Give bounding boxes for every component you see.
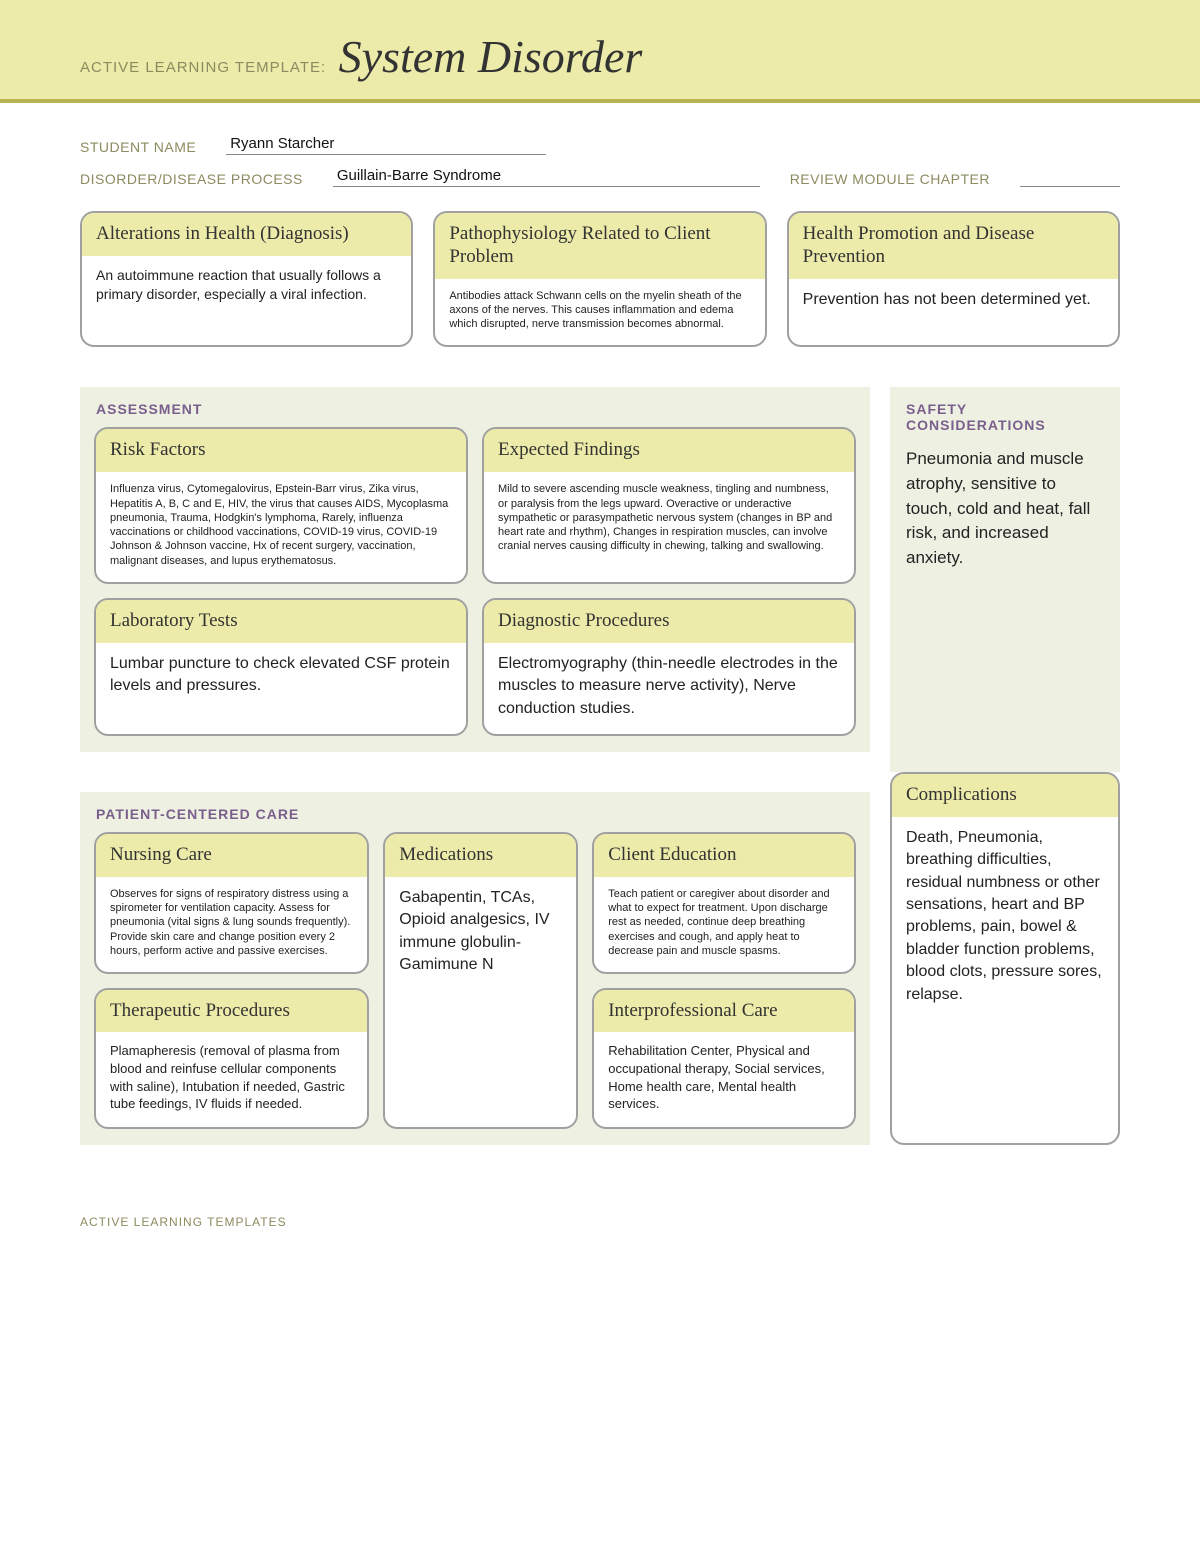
card-complications: Complications Death, Pneumonia, breathin… xyxy=(890,772,1120,1145)
card-nursing-body: Observes for signs of respiratory distre… xyxy=(96,877,367,972)
disorder-value: Guillain-Barre Syndrome xyxy=(333,167,760,187)
top-banner: ACTIVE LEARNING TEMPLATE: System Disorde… xyxy=(0,0,1200,103)
card-labs-title: Laboratory Tests xyxy=(96,600,466,643)
student-value: Ryann Starcher xyxy=(226,135,546,155)
assessment-title: ASSESSMENT xyxy=(96,401,854,417)
pc-col-2: Medications Gabapentin, TCAs, Opioid ana… xyxy=(383,832,578,1129)
card-therap-body: Plamapheresis (removal of plasma from bl… xyxy=(96,1032,367,1126)
review-value xyxy=(1020,169,1120,187)
assessment-grid: Risk Factors Influenza virus, Cytomegalo… xyxy=(94,427,856,736)
review-label: REVIEW MODULE CHAPTER xyxy=(790,171,990,187)
patient-care-title: PATIENT-CENTERED CARE xyxy=(96,806,854,822)
assessment-section: ASSESSMENT Risk Factors Influenza virus,… xyxy=(80,387,870,752)
content: STUDENT NAME Ryann Starcher DISORDER/DIS… xyxy=(0,103,1200,1185)
patient-care-section: PATIENT-CENTERED CARE Nursing Care Obser… xyxy=(80,792,870,1145)
card-diag-title: Diagnostic Procedures xyxy=(484,600,854,643)
card-risk: Risk Factors Influenza virus, Cytomegalo… xyxy=(94,427,468,584)
card-health-promo: Health Promotion and Disease Prevention … xyxy=(787,211,1120,347)
card-meds-title: Medications xyxy=(385,834,576,877)
assessment-col: ASSESSMENT Risk Factors Influenza virus,… xyxy=(80,367,870,752)
top-cards-row: Alterations in Health (Diagnosis) An aut… xyxy=(80,211,1120,347)
disorder-row: DISORDER/DISEASE PROCESS Guillain-Barre … xyxy=(80,167,1120,187)
card-health-promo-body: Prevention has not been determined yet. xyxy=(789,279,1118,325)
card-therap-title: Therapeutic Procedures xyxy=(96,990,367,1033)
card-nursing-title: Nursing Care xyxy=(96,834,367,877)
card-findings-title: Expected Findings xyxy=(484,429,854,472)
disorder-label: DISORDER/DISEASE PROCESS xyxy=(80,171,303,187)
card-alterations: Alterations in Health (Diagnosis) An aut… xyxy=(80,211,413,347)
pc-col-1: Nursing Care Observes for signs of respi… xyxy=(94,832,369,1129)
card-risk-body: Influenza virus, Cytomegalovirus, Epstei… xyxy=(96,472,466,582)
card-meds: Medications Gabapentin, TCAs, Opioid ana… xyxy=(383,832,578,1129)
card-patho-body: Antibodies attack Schwann cells on the m… xyxy=(435,279,764,346)
safety-body: Pneumonia and muscle atrophy, sensitive … xyxy=(904,443,1106,574)
card-health-promo-title: Health Promotion and Disease Prevention xyxy=(789,213,1118,279)
card-findings: Expected Findings Mild to severe ascendi… xyxy=(482,427,856,584)
card-meds-body: Gabapentin, TCAs, Opioid analgesics, IV … xyxy=(385,877,576,991)
student-row: STUDENT NAME Ryann Starcher xyxy=(80,135,1120,155)
card-educ-title: Client Education xyxy=(594,834,854,877)
card-labs-body: Lumbar puncture to check elevated CSF pr… xyxy=(96,643,466,712)
card-inter-title: Interprofessional Care xyxy=(594,990,854,1033)
patient-care-col: PATIENT-CENTERED CARE Nursing Care Obser… xyxy=(80,772,870,1145)
card-patho-title: Pathophysiology Related to Client Proble… xyxy=(435,213,764,279)
page: ACTIVE LEARNING TEMPLATE: System Disorde… xyxy=(0,0,1200,1259)
card-risk-title: Risk Factors xyxy=(96,429,466,472)
card-inter: Interprofessional Care Rehabilitation Ce… xyxy=(592,988,856,1130)
banner-title: System Disorder xyxy=(339,30,643,83)
card-findings-body: Mild to severe ascending muscle weakness… xyxy=(484,472,854,567)
safety-col: SAFETY CONSIDERATIONS Pneumonia and musc… xyxy=(890,367,1120,752)
card-diag-body: Electromyography (thin-needle electrodes… xyxy=(484,643,854,734)
card-educ-body: Teach patient or caregiver about disorde… xyxy=(594,877,854,972)
card-labs: Laboratory Tests Lumbar puncture to chec… xyxy=(94,598,468,736)
card-complications-title: Complications xyxy=(892,774,1118,817)
mid-row: ASSESSMENT Risk Factors Influenza virus,… xyxy=(80,367,1120,752)
card-therap: Therapeutic Procedures Plamapheresis (re… xyxy=(94,988,369,1130)
card-diag: Diagnostic Procedures Electromyography (… xyxy=(482,598,856,736)
card-complications-body: Death, Pneumonia, breathing difficulties… xyxy=(892,817,1118,1020)
pc-col-3: Client Education Teach patient or caregi… xyxy=(592,832,856,1129)
complications-col: Complications Death, Pneumonia, breathin… xyxy=(890,772,1120,1145)
card-nursing: Nursing Care Observes for signs of respi… xyxy=(94,832,369,974)
card-patho: Pathophysiology Related to Client Proble… xyxy=(433,211,766,347)
safety-title: SAFETY CONSIDERATIONS xyxy=(906,401,1104,433)
patient-care-grid: Nursing Care Observes for signs of respi… xyxy=(94,832,856,1129)
card-inter-body: Rehabilitation Center, Physical and occu… xyxy=(594,1032,854,1126)
footer: ACTIVE LEARNING TEMPLATES xyxy=(0,1185,1200,1259)
card-educ: Client Education Teach patient or caregi… xyxy=(592,832,856,974)
safety-section: SAFETY CONSIDERATIONS Pneumonia and musc… xyxy=(890,387,1120,772)
card-alterations-title: Alterations in Health (Diagnosis) xyxy=(82,213,411,256)
banner-label: ACTIVE LEARNING TEMPLATE: xyxy=(80,59,326,76)
card-alterations-body: An autoimmune reaction that usually foll… xyxy=(82,256,411,318)
student-label: STUDENT NAME xyxy=(80,139,196,155)
bottom-row: PATIENT-CENTERED CARE Nursing Care Obser… xyxy=(80,772,1120,1145)
